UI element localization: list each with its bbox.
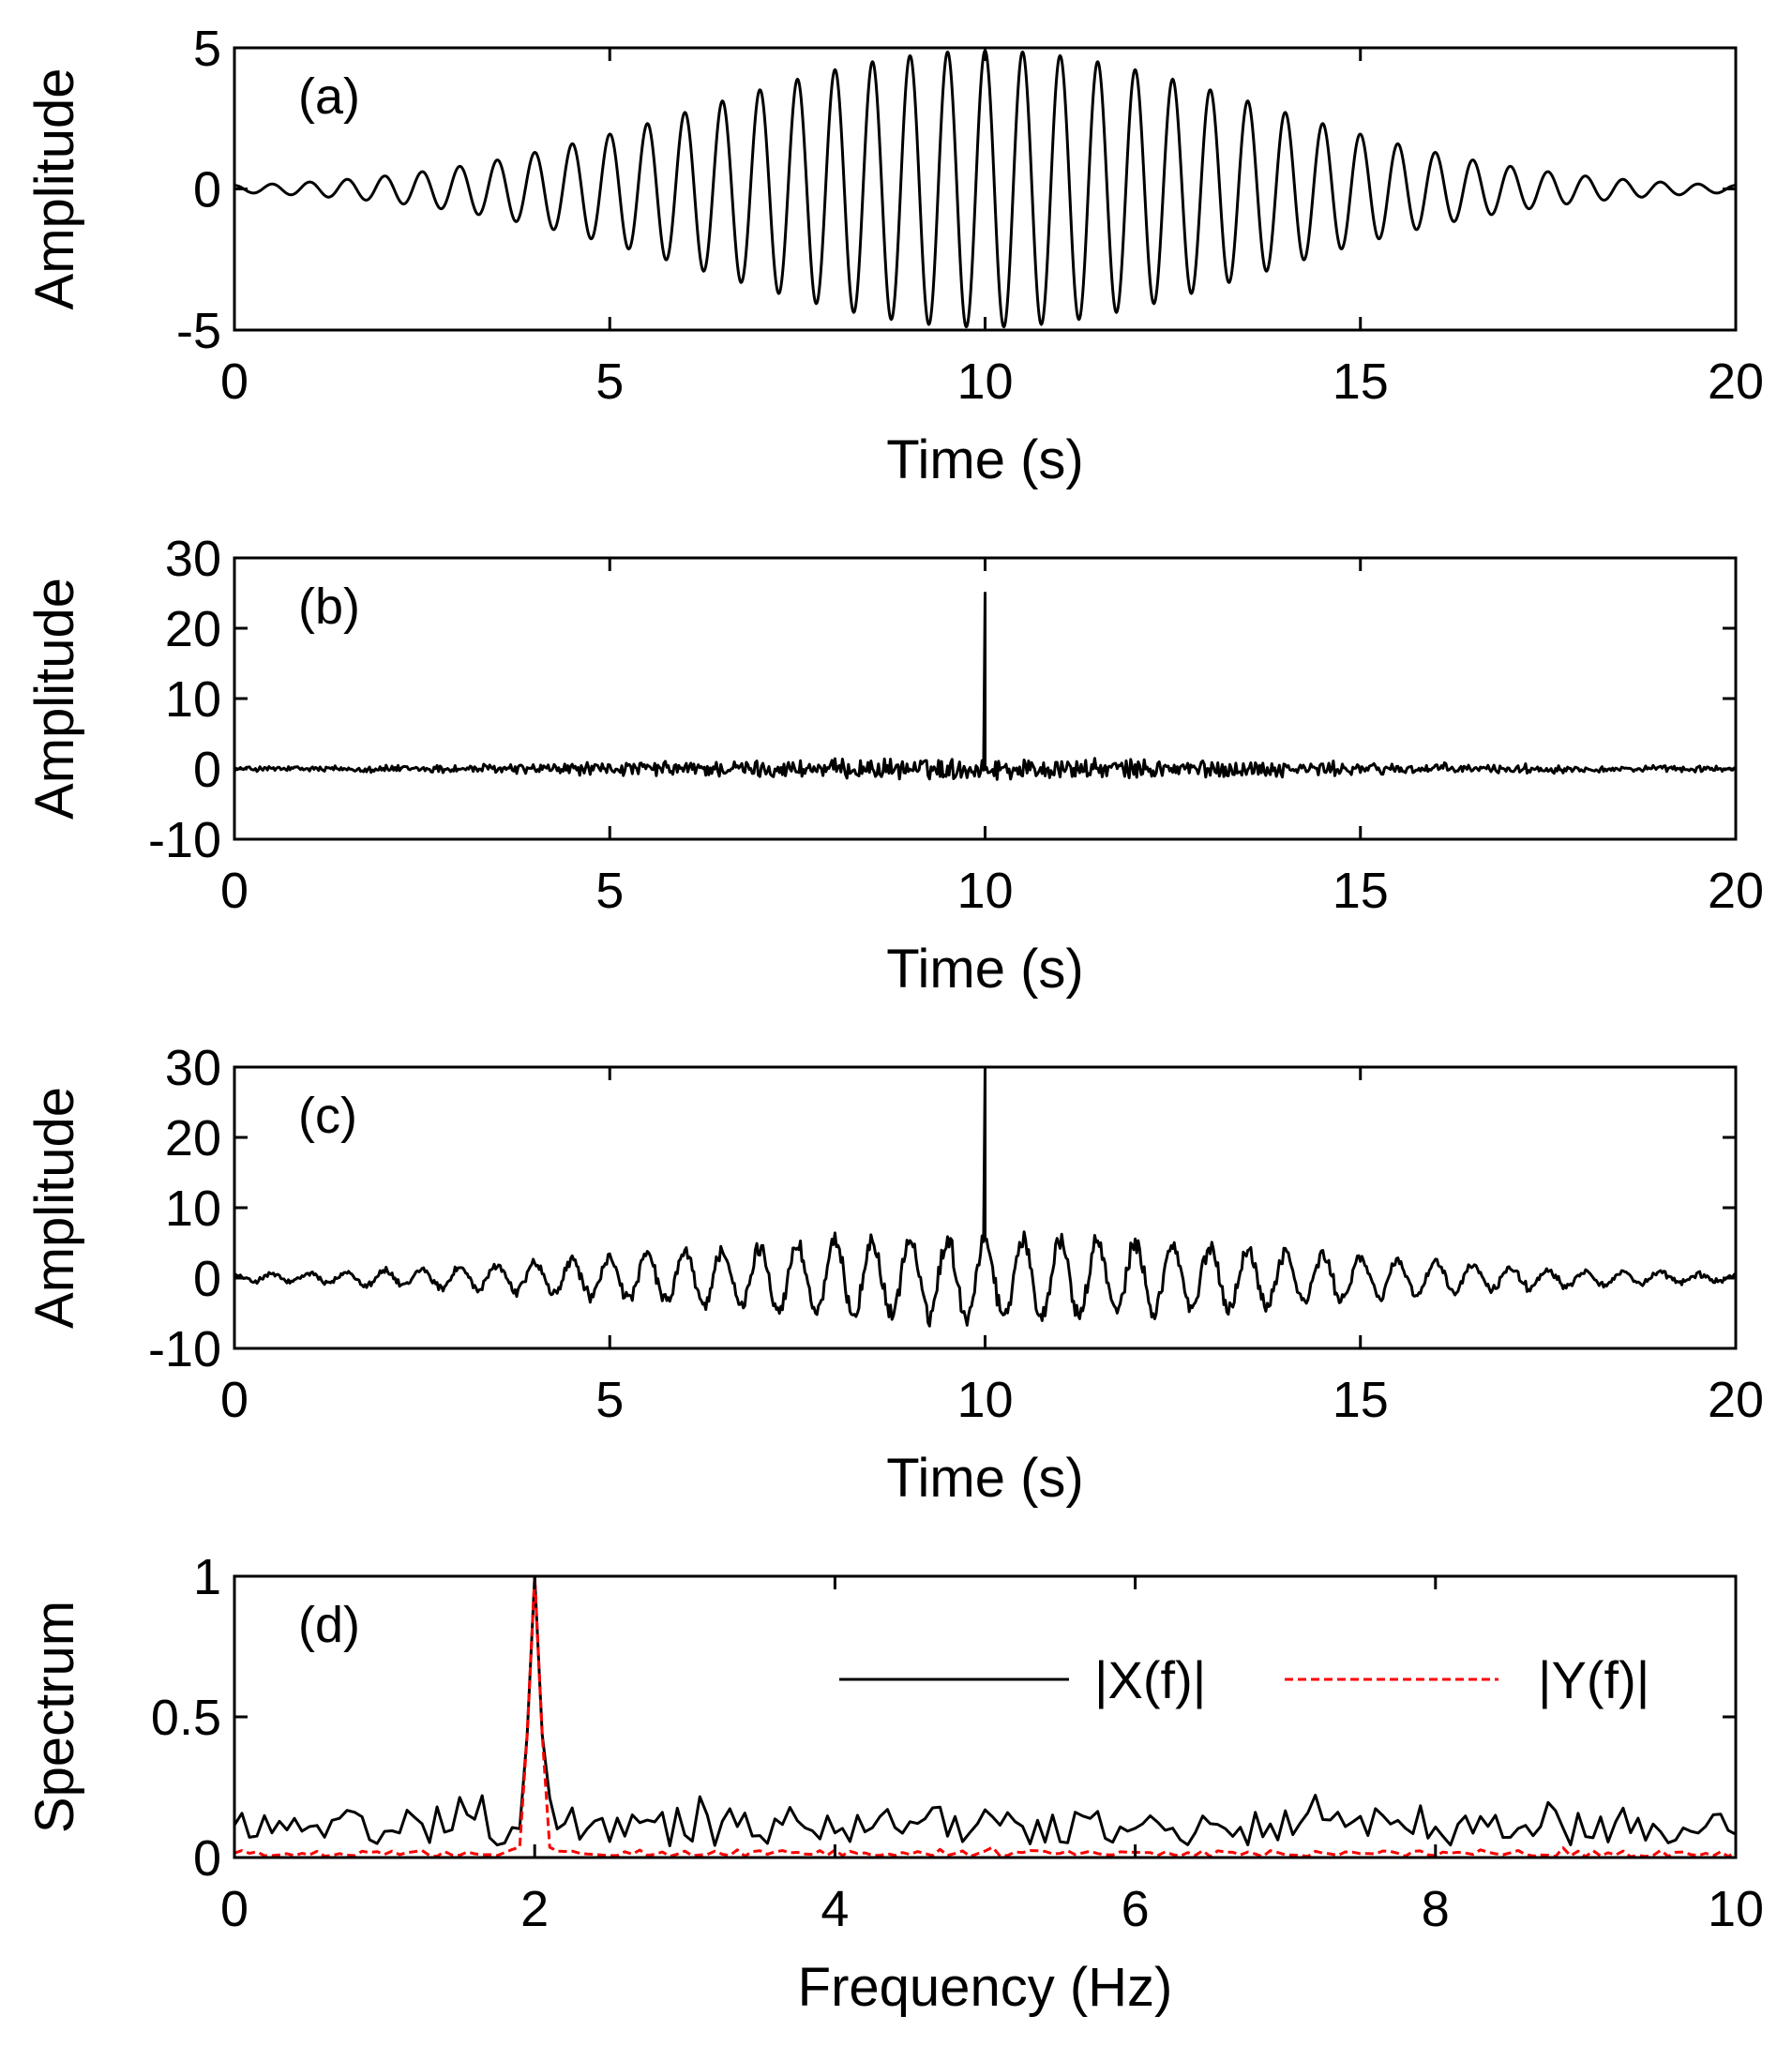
y-tick-label: 0: [193, 1830, 221, 1887]
y-tick-label: -5: [176, 303, 221, 359]
y-tick-label: 20: [165, 1110, 221, 1166]
y-tick-label: 0: [193, 742, 221, 798]
y-tick-label: 10: [165, 671, 221, 728]
x-axis-title: Frequency (Hz): [798, 1957, 1173, 2018]
x-tick-label: 20: [1708, 1372, 1764, 1428]
x-axis-title: Time (s): [886, 939, 1083, 1000]
y-tick-label: 30: [165, 531, 221, 587]
x-tick-label: 0: [220, 1881, 248, 1937]
y-tick-label: 30: [165, 1040, 221, 1096]
panel-label: (a): [298, 68, 360, 125]
y-tick-label: 0.5: [151, 1690, 221, 1746]
x-tick-label: 2: [520, 1881, 549, 1937]
y-tick-label: 0: [193, 162, 221, 218]
x-tick-label: 0: [220, 354, 248, 410]
y-axis-title: Amplitude: [24, 68, 85, 310]
x-tick-label: 10: [1708, 1881, 1764, 1937]
x-tick-label: 10: [956, 354, 1013, 410]
series-line-x: [234, 1576, 1736, 1847]
signal-line-b: [234, 592, 1736, 781]
y-axis-title: Amplitude: [24, 578, 85, 820]
x-tick-label: 0: [220, 1372, 248, 1428]
y-tick-label: -10: [148, 812, 221, 868]
legend-label-y: |Y(f)|: [1538, 1650, 1649, 1709]
x-tick-label: 8: [1422, 1881, 1450, 1937]
y-tick-label: -10: [148, 1321, 221, 1377]
series-line-y: [234, 1576, 1736, 1858]
x-tick-label: 5: [595, 354, 624, 410]
y-tick-label: 1: [193, 1549, 221, 1605]
x-tick-label: 10: [956, 863, 1013, 919]
panel-label: (b): [298, 579, 360, 635]
x-tick-label: 5: [595, 1372, 624, 1428]
y-tick-label: 0: [193, 1251, 221, 1307]
x-tick-label: 15: [1333, 354, 1389, 410]
x-axis-title: Time (s): [886, 1448, 1083, 1509]
x-tick-label: 20: [1708, 354, 1764, 410]
x-tick-label: 15: [1333, 863, 1389, 919]
legend-label-x: |X(f)|: [1094, 1650, 1206, 1709]
y-axis-title: Amplitude: [24, 1087, 85, 1329]
x-tick-label: 6: [1122, 1881, 1150, 1937]
x-tick-label: 4: [821, 1881, 849, 1937]
y-tick-label: 5: [193, 21, 221, 77]
panel-label: (d): [298, 1597, 360, 1653]
x-tick-label: 15: [1333, 1372, 1389, 1428]
y-tick-label: 20: [165, 601, 221, 657]
x-axis-title: Time (s): [886, 429, 1083, 490]
x-tick-label: 5: [595, 863, 624, 919]
panel-label: (c): [298, 1088, 357, 1144]
panel-d: 0 2 4 6 8 10 0 0.5 1 Frequency (Hz) Spectrum (d) |X(…: [24, 1549, 1764, 2018]
signal-line-c: [234, 1067, 1736, 1328]
x-tick-label: 20: [1708, 863, 1764, 919]
x-tick-label: 10: [956, 1372, 1013, 1428]
x-tick-label: 0: [220, 863, 248, 919]
y-axis-title: Spectrum: [24, 1601, 85, 1833]
y-tick-label: 10: [165, 1181, 221, 1237]
